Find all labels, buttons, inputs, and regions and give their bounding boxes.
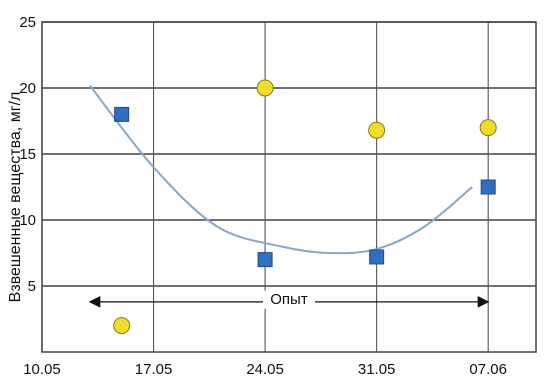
y-tick-label: 15 — [19, 146, 36, 163]
data-points — [113, 79, 497, 335]
y-tick-labels: 5 10 15 20 25 — [19, 14, 36, 295]
y-tick-label: 5 — [28, 278, 36, 295]
experiment-annotation: Опыт — [88, 290, 490, 309]
y-tick-label: 20 — [19, 80, 36, 97]
experiment-label-background — [263, 290, 315, 309]
circle-data-point — [479, 119, 497, 137]
square-data-point — [114, 106, 130, 122]
square-data-point — [257, 252, 273, 268]
trend-curve — [89, 84, 473, 255]
experiment-label: Опыт — [270, 291, 308, 308]
y-tick-label: 10 — [19, 212, 36, 229]
x-tick-labels: 10.05 17.05 24.05 31.05 07.06 — [23, 361, 507, 378]
circle-data-point — [368, 121, 386, 139]
x-tick-label: 07.06 — [469, 361, 507, 378]
x-tick-label: 31.05 — [358, 361, 396, 378]
x-tick-label: 10.05 — [23, 361, 61, 378]
x-tick-label: 24.05 — [246, 361, 284, 378]
circle-data-point — [256, 79, 274, 97]
square-data-point — [369, 249, 385, 265]
y-tick-label: 25 — [19, 14, 36, 31]
square-data-point — [480, 179, 496, 195]
y-axis-label: Взвешенные вещества, мг/л — [7, 92, 24, 303]
plot-frame — [41, 21, 537, 353]
circle-data-point — [113, 317, 131, 335]
x-tick-label: 17.05 — [135, 361, 173, 378]
